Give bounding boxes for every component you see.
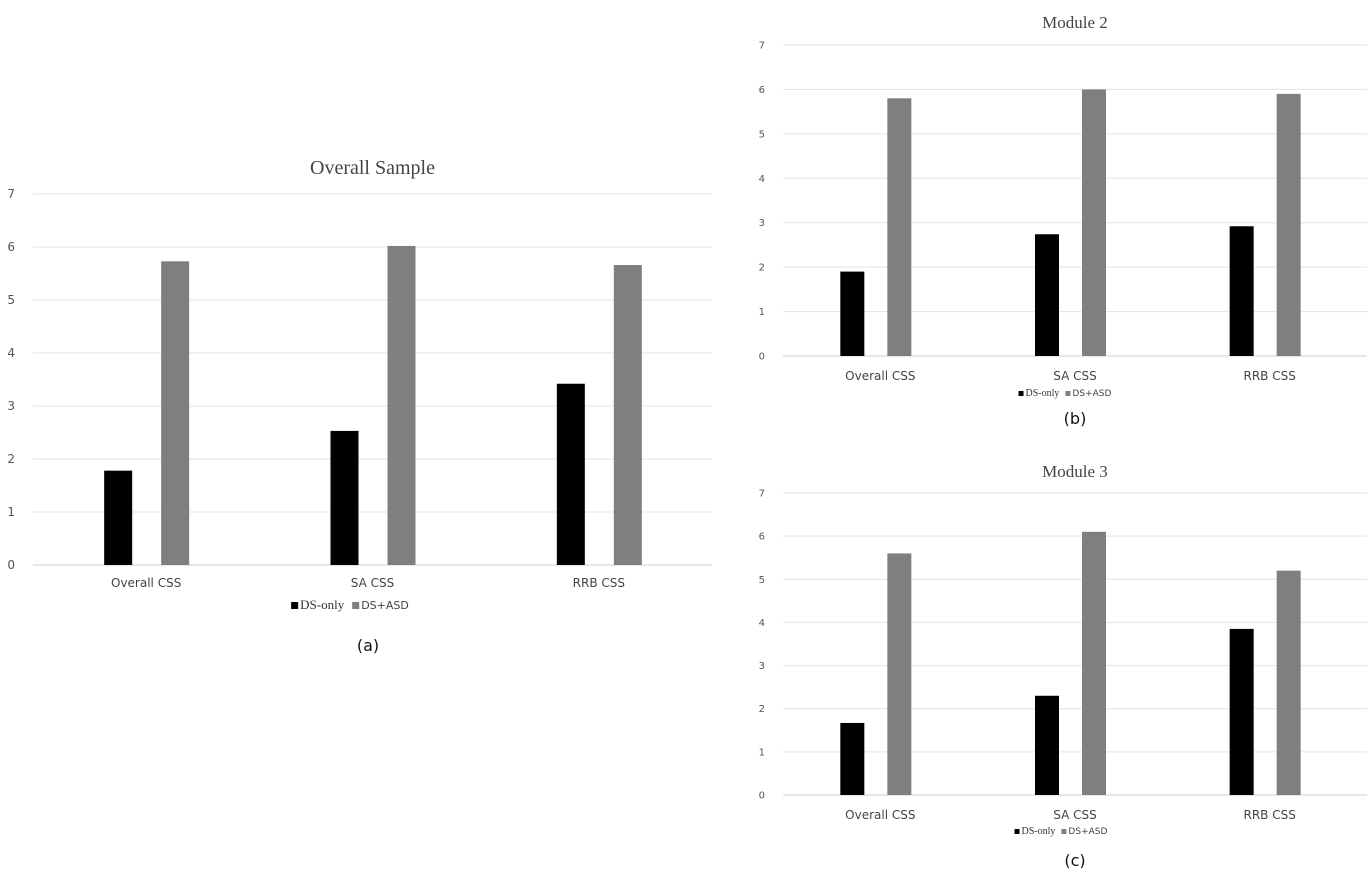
bar-ds-asd-1 (887, 553, 912, 795)
y-tick-label: 2 (7, 452, 15, 466)
caption-b: (b) (1063, 409, 1087, 428)
y-tick-label: 7 (759, 489, 765, 500)
bar-ds-only-1 (840, 271, 865, 356)
y-tick-label: 6 (759, 85, 765, 96)
bar-ds-asd-1 (887, 98, 912, 357)
bar-ds-only-3 (1229, 628, 1254, 795)
bar-ds-asd-2 (387, 245, 416, 565)
x-category-label: Overall CSS (845, 369, 915, 383)
legend-label: DS+ASD (1072, 389, 1111, 399)
chart-module-2: Module 2 0 1 2 3 4 5 6 7 Overall CSS SA CSS RRB CSS… (759, 13, 1367, 399)
chart-module-3: Module 3 0 1 2 3 4 5 6 7 Overall CSS SA CSS RRB CSS… (759, 462, 1367, 837)
bar-ds-only-2 (1035, 234, 1059, 356)
x-category-label: RRB CSS (573, 576, 625, 590)
bar-ds-asd-2 (1082, 531, 1106, 795)
chart-title: Module 2 (1042, 13, 1108, 32)
bar-ds-asd-3 (1276, 570, 1301, 795)
x-category-label: SA CSS (351, 576, 394, 590)
y-tick-label: 6 (759, 532, 765, 543)
y-tick-label: 0 (759, 352, 765, 363)
bar-ds-only-1 (840, 722, 865, 795)
y-tick-label: 1 (759, 747, 765, 758)
x-category-label: Overall CSS (845, 808, 915, 822)
x-category-label: RRB CSS (1243, 369, 1295, 383)
bar-ds-asd-3 (613, 265, 642, 565)
legend: DS-only DS+ASD (291, 597, 409, 612)
y-tick-label: 2 (759, 704, 765, 715)
y-tick-label: 1 (7, 505, 15, 519)
y-tick-label: 4 (759, 618, 765, 629)
legend-swatch (1018, 391, 1024, 396)
bar-ds-asd-1 (161, 261, 190, 565)
bar-ds-only-2 (330, 430, 359, 565)
chart-title: Overall Sample (310, 157, 435, 179)
y-tick-label: 3 (759, 218, 765, 229)
legend-swatch (291, 602, 299, 609)
caption-a: (a) (356, 636, 380, 655)
legend-swatch (352, 602, 360, 609)
x-category-label: Overall CSS (111, 576, 181, 590)
bar-ds-only-1 (104, 470, 133, 565)
y-tick-label: 0 (759, 791, 765, 802)
legend-swatch (1061, 829, 1067, 834)
x-category-label: RRB CSS (1243, 808, 1295, 822)
bar-ds-asd-2 (1082, 89, 1106, 356)
bar-ds-only-3 (556, 383, 585, 565)
legend-label: DS-only (1026, 388, 1060, 399)
y-tick-label: 5 (759, 575, 765, 586)
y-tick-label: 1 (759, 307, 765, 318)
y-tick-label: 7 (759, 41, 765, 52)
x-category-label: SA CSS (1053, 369, 1096, 383)
y-tick-label: 3 (7, 399, 15, 413)
y-tick-label: 5 (759, 129, 765, 140)
caption-c: (c) (1064, 851, 1086, 870)
y-tick-label: 6 (7, 240, 15, 254)
bar-ds-asd-3 (1276, 93, 1301, 356)
y-tick-label: 2 (759, 263, 765, 274)
y-tick-label: 5 (7, 293, 15, 307)
bar-ds-only-2 (1035, 695, 1059, 795)
legend: DS-only DS+ASD (1018, 388, 1111, 399)
legend-label: DS-only (300, 597, 345, 612)
legend-swatch (1014, 829, 1020, 834)
legend-swatch (1065, 391, 1071, 396)
legend-label: DS+ASD (361, 599, 409, 612)
y-tick-label: 7 (7, 187, 15, 201)
y-tick-label: 3 (759, 661, 765, 672)
y-tick-label: 0 (7, 558, 15, 572)
chart-overall-sample: Overall Sample 0 1 2 3 4 5 6 7 Overall CSS SA CSS R… (7, 157, 712, 612)
chart-title: Module 3 (1042, 462, 1108, 481)
legend-label: DS+ASD (1068, 827, 1107, 837)
legend-label: DS-only (1022, 826, 1056, 837)
x-category-label: SA CSS (1053, 808, 1096, 822)
y-tick-label: 4 (759, 174, 765, 185)
y-tick-label: 4 (7, 346, 15, 360)
bar-ds-only-3 (1229, 226, 1254, 356)
legend: DS-only DS+ASD (1014, 826, 1107, 837)
